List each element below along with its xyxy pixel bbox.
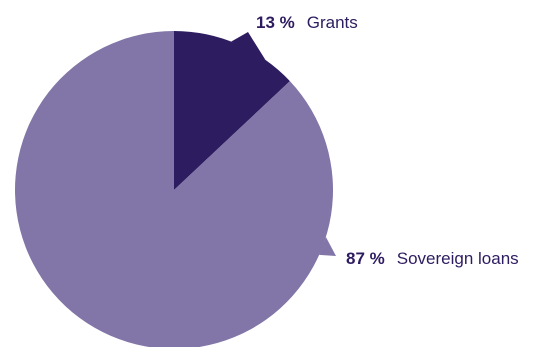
grants-value: 13 % — [256, 13, 295, 32]
sovereign-loans-value: 87 % — [346, 249, 385, 268]
data-label-grants: 13 % Grants — [256, 13, 358, 32]
callout-pointer-grants — [231, 32, 266, 60]
slice-sovereign-loans — [15, 31, 333, 347]
data-label-sovereign-loans: 87 % Sovereign loans — [346, 249, 519, 268]
grants-label: Grants — [307, 13, 358, 32]
callout-pointer-sovereign-loans — [319, 236, 336, 256]
sovereign-loans-label: Sovereign loans — [397, 249, 519, 268]
slice-grants — [174, 30, 290, 190]
